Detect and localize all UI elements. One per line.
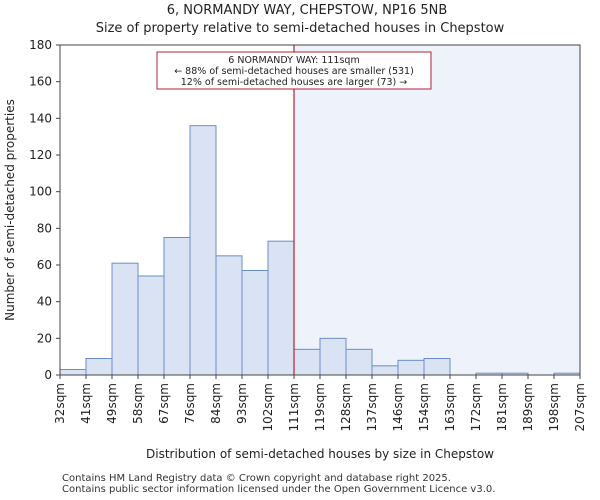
histogram-bar	[241, 270, 269, 376]
x-tick-label: 172sqm	[469, 383, 483, 431]
annotation-box: 6 NORMANDY WAY: 111sqm ← 88% of semi-det…	[156, 51, 432, 90]
histogram-bar	[85, 358, 113, 376]
chart-title: 6, NORMANDY WAY, CHEPSTOW, NP16 5NB	[167, 3, 448, 18]
y-tick-label: 100	[29, 185, 52, 199]
x-tick-label: 93sqm	[235, 383, 249, 424]
x-tick-label: 189sqm	[521, 383, 535, 431]
y-tick-label: 160	[29, 75, 52, 89]
x-tick-label: 32sqm	[53, 383, 67, 424]
x-tick-label: 207sqm	[573, 383, 587, 431]
x-tick-label: 41sqm	[79, 383, 93, 424]
x-tick-label: 163sqm	[443, 383, 457, 431]
y-tick-label: 180	[29, 38, 52, 52]
y-axis-label: Number of semi-detached properties	[3, 99, 17, 321]
x-tick-label: 58sqm	[131, 383, 145, 424]
histogram-bar	[189, 125, 217, 376]
y-tick-label: 60	[37, 258, 52, 272]
histogram-bar	[423, 358, 451, 376]
histogram-bar	[111, 262, 139, 376]
histogram-bar	[163, 237, 191, 376]
x-tick-label: 198sqm	[547, 383, 561, 431]
x-tick-label: 102sqm	[261, 383, 275, 431]
annotation-line2: ← 88% of semi-detached houses are smalle…	[174, 66, 414, 77]
histogram-bar	[319, 337, 347, 376]
y-tick-label: 80	[37, 221, 52, 235]
x-tick-label: 67sqm	[157, 383, 171, 424]
y-tick-label: 20	[37, 331, 52, 345]
histogram-bar	[293, 348, 321, 376]
annotation-line1: 6 NORMANDY WAY: 111sqm	[228, 55, 359, 66]
histogram-bar	[345, 348, 373, 376]
annotation-line3: 12% of semi-detached houses are larger (…	[181, 77, 408, 88]
x-tick-label: 146sqm	[391, 383, 405, 431]
footer-line1: Contains HM Land Registry data © Crown c…	[62, 473, 451, 484]
histogram-bar	[397, 359, 425, 376]
x-tick-label: 119sqm	[313, 383, 327, 431]
x-tick-label: 111sqm	[287, 383, 301, 431]
histogram-bar	[59, 369, 87, 376]
x-tick-label: 84sqm	[209, 383, 223, 424]
larger-region-shade	[294, 45, 580, 375]
histogram-bar	[371, 365, 399, 376]
chart-subtitle: Size of property relative to semi-detach…	[96, 21, 505, 36]
x-tick-label: 49sqm	[105, 383, 119, 424]
x-tick-label: 137sqm	[365, 383, 379, 431]
x-tick-label: 154sqm	[417, 383, 431, 431]
y-tick-label: 40	[37, 295, 52, 309]
x-tick-label: 76sqm	[183, 383, 197, 424]
x-axis-label: Distribution of semi-detached houses by …	[146, 447, 494, 461]
annotation-frame	[156, 51, 432, 90]
histogram-bar	[267, 240, 295, 376]
x-tick-label: 128sqm	[339, 383, 353, 431]
histogram-bar	[137, 275, 165, 376]
histogram-bar	[215, 255, 243, 376]
x-tick-label: 181sqm	[495, 383, 509, 431]
y-tick-label: 0	[44, 368, 52, 382]
footer-line2: Contains public sector information licen…	[62, 484, 496, 495]
y-tick-label: 120	[29, 148, 52, 162]
y-tick-label: 140	[29, 111, 52, 125]
